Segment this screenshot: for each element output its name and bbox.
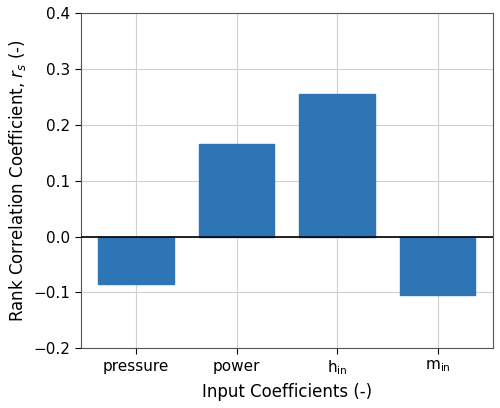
Bar <box>400 237 475 295</box>
Bar <box>300 94 375 237</box>
Y-axis label: Rank Correlation Coefficient, $r_s$ (-): Rank Correlation Coefficient, $r_s$ (-) <box>7 39 28 322</box>
Bar <box>98 237 174 284</box>
X-axis label: Input Coefficients (-): Input Coefficients (-) <box>202 383 372 401</box>
Bar <box>199 144 274 237</box>
